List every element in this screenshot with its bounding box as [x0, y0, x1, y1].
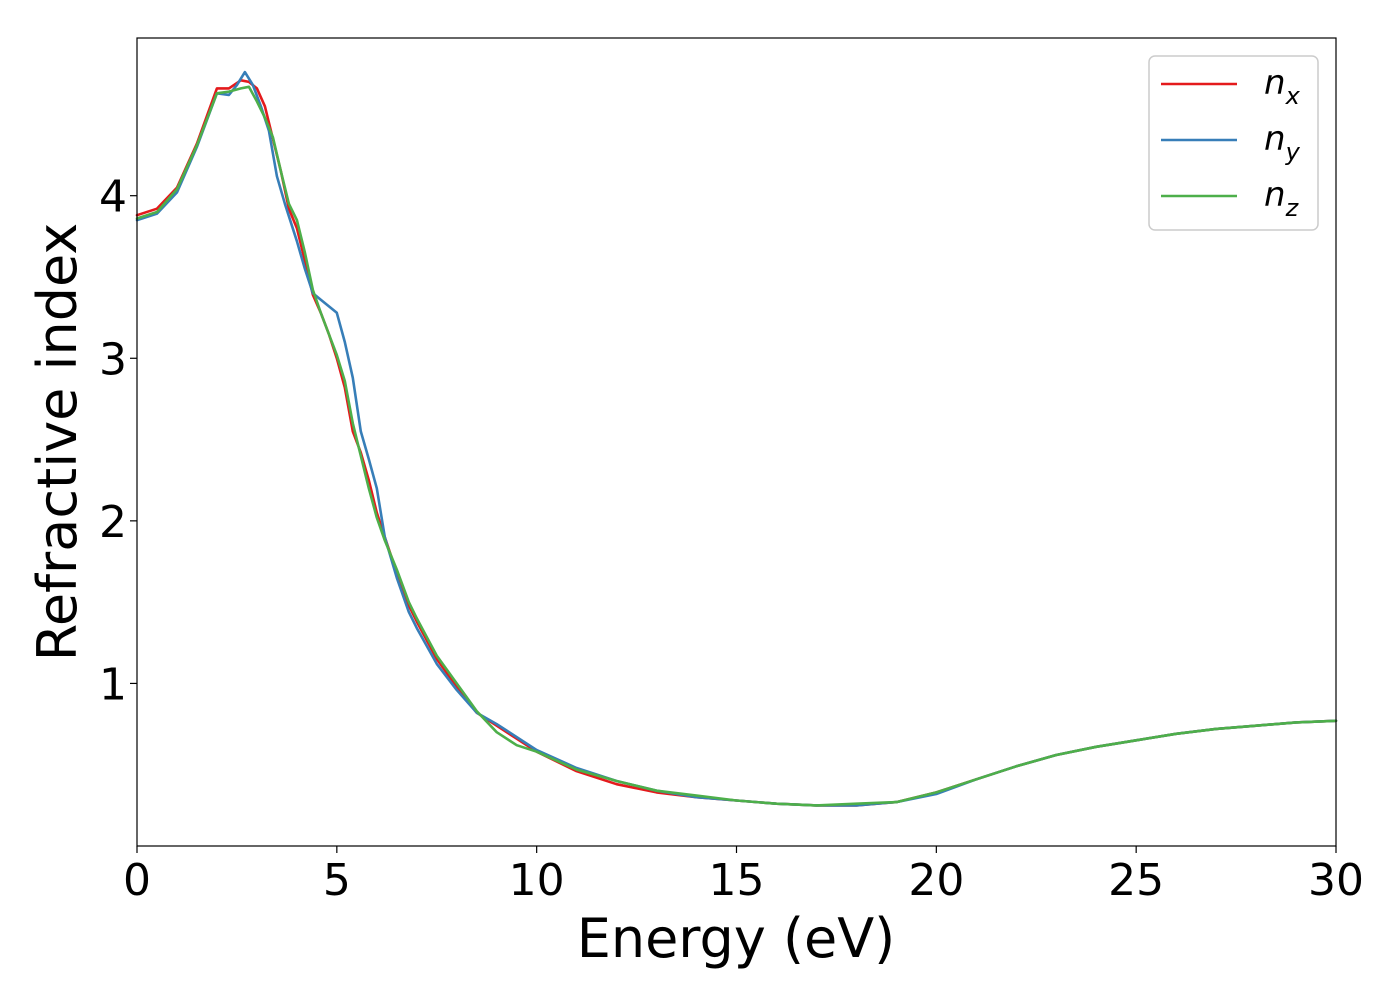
plot-area [137, 38, 1336, 846]
x-tick-label: 15 [709, 855, 765, 906]
y-tick-label: 3 [99, 334, 127, 385]
series-line-z [135, 85, 1338, 807]
legend-label-base: n [1264, 63, 1286, 103]
x-axis-title: Energy (eV) [577, 907, 896, 970]
legend-label-y: ny [1264, 119, 1301, 166]
y-tick-label: 2 [99, 497, 127, 548]
y-tick-label: 1 [99, 659, 127, 710]
legend-label-base: n [1264, 119, 1286, 159]
x-tick-label: 20 [908, 855, 964, 906]
legend-label-x: nx [1264, 63, 1301, 110]
series-layer [135, 70, 1338, 807]
y-axis-ticks: 1 2 3 4 [99, 172, 137, 710]
legend-label-subscript: z [1285, 194, 1300, 222]
legend-label-base: n [1264, 175, 1286, 215]
x-tick-label: 0 [123, 855, 151, 906]
x-tick-label: 5 [323, 855, 351, 906]
x-tick-label: 25 [1108, 855, 1164, 906]
y-tick-label: 4 [99, 172, 127, 223]
x-tick-label: 30 [1308, 855, 1364, 906]
x-tick-label: 10 [509, 855, 565, 906]
x-axis-ticks: 0 5 10 15 20 25 30 [123, 846, 1364, 906]
legend-box [1148, 55, 1319, 231]
y-axis-title: Refractive index [26, 223, 89, 662]
legend-label-z: nz [1264, 175, 1300, 222]
legend-label-subscript: y [1285, 138, 1301, 166]
legend-label-subscript: x [1285, 82, 1301, 110]
